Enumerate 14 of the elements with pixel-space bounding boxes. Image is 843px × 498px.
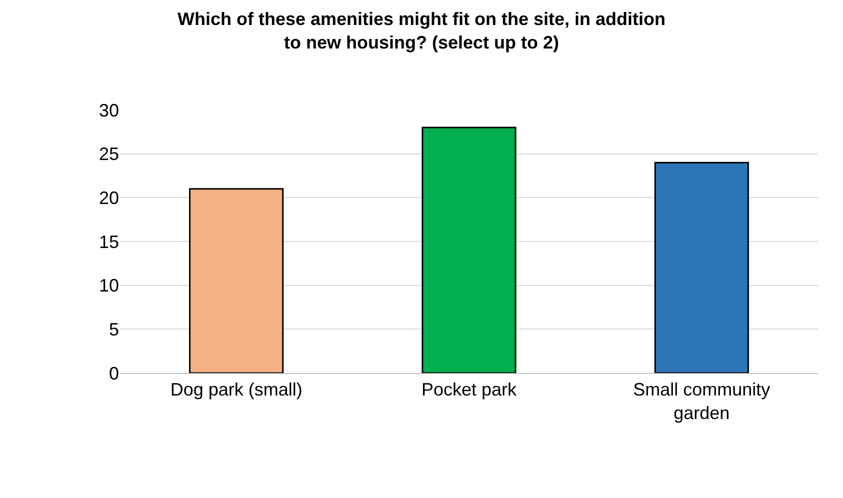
bar xyxy=(189,188,284,373)
y-tick-label: 0 xyxy=(108,363,119,384)
x-tick-label: Pocket park xyxy=(421,380,518,400)
y-tick-label: 25 xyxy=(98,144,119,164)
chart-title: Which of these amenities might fit on the site, in addition to new housing? (select up to 2) xyxy=(177,8,666,52)
bar xyxy=(654,162,749,373)
bar xyxy=(422,126,516,373)
y-tick-label: 5 xyxy=(108,319,119,340)
y-tick-label: 10 xyxy=(98,276,119,296)
y-tick-label: 15 xyxy=(98,232,119,252)
x-tick-label: Small community garden xyxy=(633,380,770,423)
y-tick-label: 30 xyxy=(98,100,119,120)
x-tick-label: Dog park (small) xyxy=(170,380,302,400)
y-tick-label: 20 xyxy=(98,188,119,208)
